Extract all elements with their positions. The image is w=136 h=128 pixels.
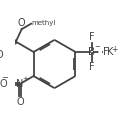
Text: methyl: methyl [32,20,56,26]
Text: O: O [16,97,24,107]
Text: B: B [88,47,95,57]
Text: K: K [107,47,114,57]
Text: −: − [1,73,8,82]
Text: O: O [0,50,3,60]
Text: F: F [89,62,95,72]
Text: O: O [18,18,26,28]
Text: −: − [94,44,100,50]
Text: N: N [16,79,24,89]
Text: F: F [103,47,109,57]
Text: F: F [89,32,95,42]
Text: +: + [111,45,117,54]
Text: O: O [0,79,7,89]
Text: +: + [22,76,28,82]
